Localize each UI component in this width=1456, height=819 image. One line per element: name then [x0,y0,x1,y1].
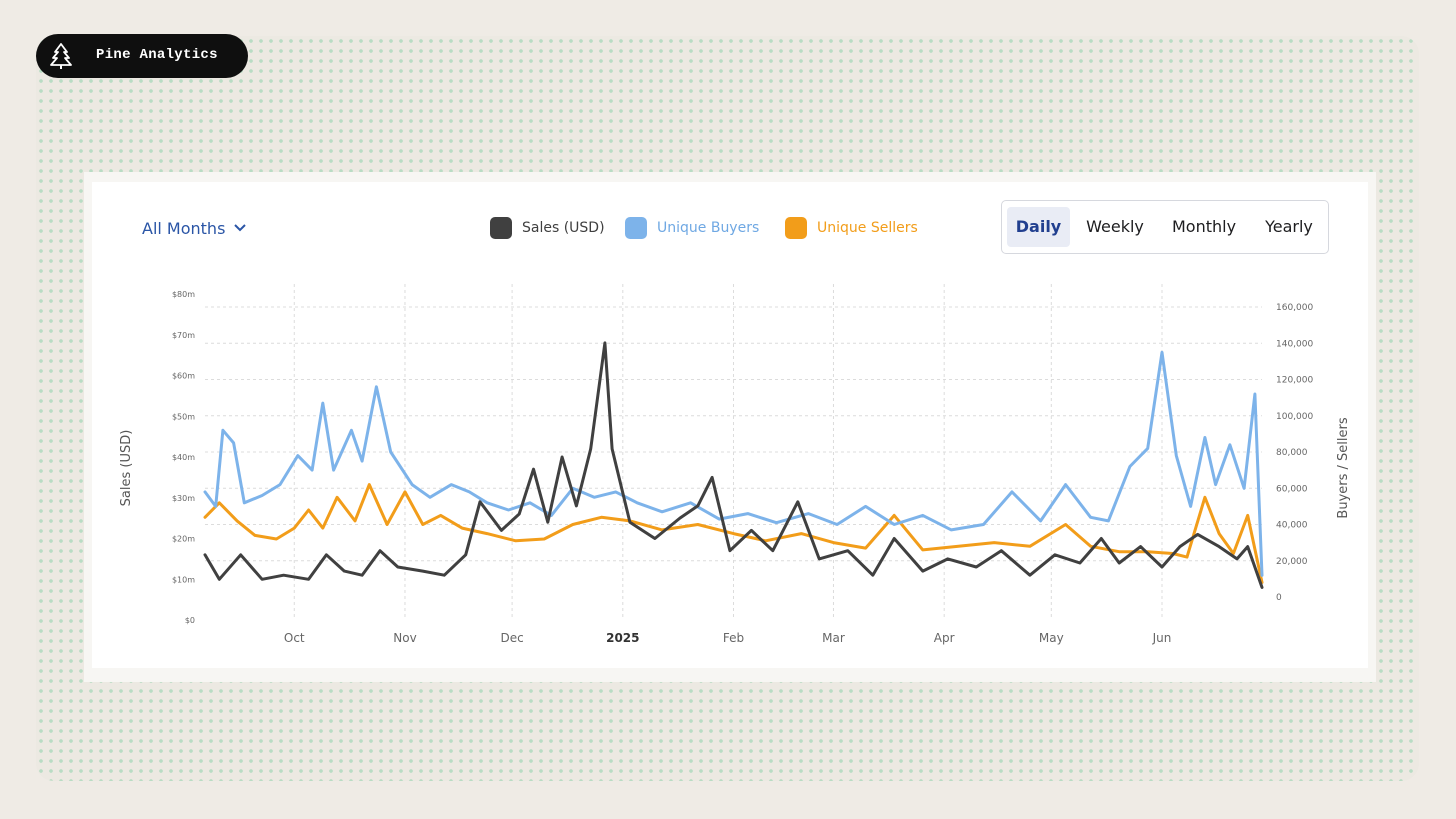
y-left-tick-label: $50m [172,412,195,421]
legend-item-buyers[interactable]: Unique Buyers [625,216,759,240]
y-left-tick-label: $30m [172,494,195,503]
y-left-tick-label: $40m [172,453,195,462]
period-monthly-button[interactable]: Monthly [1171,217,1237,236]
x-tick-label: Jun [1152,631,1172,645]
y-left-tick-label: $0 [185,616,195,625]
legend-item-sales[interactable]: Sales (USD) [490,216,605,240]
x-tick-label: Oct [284,631,305,645]
grid-layer [205,284,1262,618]
legend-label-sellers: Unique Sellers [817,220,918,236]
y-left-axis-title: Sales (USD) [119,430,134,507]
y-left-tick-label: $80m [172,290,195,299]
y-right-tick-label: 0 [1276,593,1282,603]
pine-tree-icon [50,43,72,69]
chart-card [92,182,1368,668]
y-left-tick-label: $10m [172,575,195,584]
month-filter-label: All Months [142,218,226,238]
legend-label-buyers: Unique Buyers [657,220,760,236]
brand-badge: Pine Analytics [36,34,248,78]
y-left-tick-label: $20m [172,535,195,544]
y-right-tick-label: 120,000 [1276,376,1313,386]
y-right-tick-label: 160,000 [1276,303,1313,313]
legend-swatch-sales [490,217,512,239]
x-tick-label: 2025 [606,631,639,645]
x-tick-label: Apr [934,631,955,645]
y-right-tick-label: 40,000 [1276,521,1308,531]
y-right-tick-label: 140,000 [1276,339,1313,349]
y-right-tick-label: 60,000 [1276,484,1308,494]
legend-swatch-buyers [625,217,647,239]
series-layer [203,341,1264,589]
month-filter-dropdown[interactable]: All Months [142,216,247,240]
period-daily-button[interactable]: Daily [1007,207,1070,247]
y-right-tick-label: 80,000 [1276,448,1308,458]
series-line-unique-sellers [203,483,1264,584]
x-tick-label: May [1039,631,1064,645]
period-yearly-button[interactable]: Yearly [1265,217,1313,236]
y-left-tick-label: $70m [172,331,195,340]
period-weekly-button[interactable]: Weekly [1086,217,1144,236]
period-toggle: Daily Weekly Monthly Yearly [1001,200,1329,254]
series-line-unique-buyers [203,350,1264,577]
series-line-sales-usd [203,341,1264,589]
legend-swatch-sellers [785,217,807,239]
x-tick-label: Feb [723,631,744,645]
legend-item-sellers[interactable]: Unique Sellers [785,216,918,240]
legend-label-sales: Sales (USD) [522,220,605,236]
brand-name: Pine Analytics [96,47,218,63]
y-right-tick-label: 20,000 [1276,557,1308,567]
y-left-tick-label: $60m [172,372,195,381]
y-right-axis-title: Buyers / Sellers [1336,417,1351,518]
axis-layer: Sales (USD) Buyers / Sellers 0 20,000 40,0… [119,290,1351,645]
x-tick-label: Mar [822,631,845,645]
x-tick-label: Nov [393,631,416,645]
chevron-down-icon [234,224,247,232]
x-tick-label: Dec [500,631,523,645]
y-right-tick-label: 100,000 [1276,412,1313,422]
